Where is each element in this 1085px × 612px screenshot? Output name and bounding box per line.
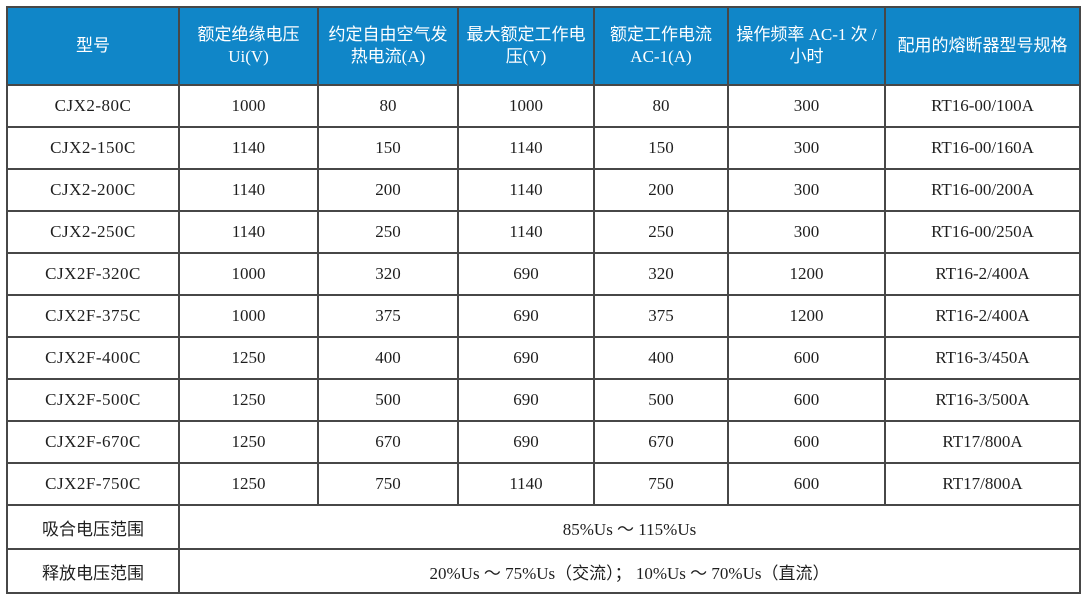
model-cell: CJX2F-500C [6, 378, 180, 422]
max-voltage-cell: 690 [457, 252, 595, 296]
working-current-cell: 320 [593, 252, 729, 296]
working-current-cell: 375 [593, 294, 729, 338]
table-header-row: 型号 额定绝缘电压 Ui(V) 约定自由空气发热电流(A) 最大额定工作电压(V… [6, 6, 1081, 86]
fuse-cell: RT16-00/250A [884, 210, 1081, 254]
table-row: CJX2F-375C 1000 375 690 375 1200 RT16-2/… [6, 294, 1081, 338]
max-voltage-cell: 1140 [457, 126, 595, 170]
fuse-cell: RT16-2/400A [884, 252, 1081, 296]
model-cell: CJX2F-670C [6, 420, 180, 464]
max-voltage-cell: 690 [457, 378, 595, 422]
table-row: CJX2F-500C 1250 500 690 500 600 RT16-3/5… [6, 378, 1081, 422]
working-current-cell: 80 [593, 84, 729, 128]
max-voltage-cell: 690 [457, 336, 595, 380]
max-voltage-cell: 690 [457, 420, 595, 464]
working-current-cell: 750 [593, 462, 729, 506]
release-voltage-value: 20%Us ～ 75%Us（交流）； 10%Us ～ 70%Us（直流） [178, 548, 1081, 594]
insulation-voltage-cell: 1140 [178, 210, 319, 254]
frequency-cell: 300 [727, 210, 886, 254]
frequency-cell: 300 [727, 168, 886, 212]
thermal-current-cell: 80 [317, 84, 459, 128]
working-current-cell: 400 [593, 336, 729, 380]
max-voltage-cell: 690 [457, 294, 595, 338]
header-cell-max-rated-working-voltage: 最大额定工作电压(V) [457, 6, 595, 86]
insulation-voltage-cell: 1250 [178, 420, 319, 464]
table-row: CJX2F-320C 1000 320 690 320 1200 RT16-2/… [6, 252, 1081, 296]
working-current-cell: 150 [593, 126, 729, 170]
frequency-cell: 600 [727, 420, 886, 464]
insulation-voltage-cell: 1250 [178, 336, 319, 380]
max-voltage-cell: 1140 [457, 168, 595, 212]
thermal-current-cell: 670 [317, 420, 459, 464]
fuse-cell: RT16-00/160A [884, 126, 1081, 170]
header-cell-rated-working-current-ac1: 额定工作电流 AC-1(A) [593, 6, 729, 86]
thermal-current-cell: 375 [317, 294, 459, 338]
fuse-cell: RT16-3/450A [884, 336, 1081, 380]
insulation-voltage-cell: 1250 [178, 378, 319, 422]
insulation-voltage-cell: 1140 [178, 126, 319, 170]
frequency-cell: 600 [727, 462, 886, 506]
fuse-cell: RT16-3/500A [884, 378, 1081, 422]
fuse-cell: RT16-2/400A [884, 294, 1081, 338]
table-row: CJX2-80C 1000 80 1000 80 300 RT16-00/100… [6, 84, 1081, 128]
model-cell: CJX2-200C [6, 168, 180, 212]
model-cell: CJX2-250C [6, 210, 180, 254]
fuse-cell: RT16-00/100A [884, 84, 1081, 128]
working-current-cell: 250 [593, 210, 729, 254]
thermal-current-cell: 400 [317, 336, 459, 380]
table-row: CJX2-200C 1140 200 1140 200 300 RT16-00/… [6, 168, 1081, 212]
pickup-voltage-row: 吸合电压范围 85%Us ～ 115%Us [6, 504, 1081, 550]
thermal-current-cell: 320 [317, 252, 459, 296]
model-cell: CJX2-80C [6, 84, 180, 128]
thermal-current-cell: 750 [317, 462, 459, 506]
table-row: CJX2F-400C 1250 400 690 400 600 RT16-3/4… [6, 336, 1081, 380]
header-cell-model: 型号 [6, 6, 180, 86]
table-row: CJX2-250C 1140 250 1140 250 300 RT16-00/… [6, 210, 1081, 254]
table-row: CJX2-150C 1140 150 1140 150 300 RT16-00/… [6, 126, 1081, 170]
model-cell: CJX2-150C [6, 126, 180, 170]
max-voltage-cell: 1140 [457, 462, 595, 506]
header-cell-rated-insulation-voltage: 额定绝缘电压 Ui(V) [178, 6, 319, 86]
frequency-cell: 1200 [727, 252, 886, 296]
model-cell: CJX2F-750C [6, 462, 180, 506]
model-cell: CJX2F-375C [6, 294, 180, 338]
frequency-cell: 600 [727, 336, 886, 380]
insulation-voltage-cell: 1000 [178, 252, 319, 296]
frequency-cell: 300 [727, 126, 886, 170]
thermal-current-cell: 150 [317, 126, 459, 170]
max-voltage-cell: 1140 [457, 210, 595, 254]
release-voltage-row: 释放电压范围 20%Us ～ 75%Us（交流）； 10%Us ～ 70%Us（… [6, 548, 1081, 594]
table-row: CJX2F-670C 1250 670 690 670 600 RT17/800… [6, 420, 1081, 464]
release-voltage-label: 释放电压范围 [6, 548, 180, 594]
insulation-voltage-cell: 1000 [178, 294, 319, 338]
model-cell: CJX2F-320C [6, 252, 180, 296]
header-cell-fuse-spec: 配用的熔断器型号规格 [884, 6, 1081, 86]
pickup-voltage-value: 85%Us ～ 115%Us [178, 504, 1081, 550]
pickup-voltage-label: 吸合电压范围 [6, 504, 180, 550]
fuse-cell: RT17/800A [884, 462, 1081, 506]
working-current-cell: 670 [593, 420, 729, 464]
header-cell-free-air-thermal-current: 约定自由空气发热电流(A) [317, 6, 459, 86]
header-cell-operating-frequency: 操作频率 AC-1 次 / 小时 [727, 6, 886, 86]
insulation-voltage-cell: 1000 [178, 84, 319, 128]
insulation-voltage-cell: 1250 [178, 462, 319, 506]
insulation-voltage-cell: 1140 [178, 168, 319, 212]
model-cell: CJX2F-400C [6, 336, 180, 380]
frequency-cell: 1200 [727, 294, 886, 338]
thermal-current-cell: 250 [317, 210, 459, 254]
fuse-cell: RT16-00/200A [884, 168, 1081, 212]
working-current-cell: 200 [593, 168, 729, 212]
frequency-cell: 300 [727, 84, 886, 128]
table-row: CJX2F-750C 1250 750 1140 750 600 RT17/80… [6, 462, 1081, 506]
thermal-current-cell: 200 [317, 168, 459, 212]
working-current-cell: 500 [593, 378, 729, 422]
thermal-current-cell: 500 [317, 378, 459, 422]
frequency-cell: 600 [727, 378, 886, 422]
fuse-cell: RT17/800A [884, 420, 1081, 464]
contactor-spec-table: 型号 额定绝缘电压 Ui(V) 约定自由空气发热电流(A) 最大额定工作电压(V… [6, 6, 1081, 594]
max-voltage-cell: 1000 [457, 84, 595, 128]
